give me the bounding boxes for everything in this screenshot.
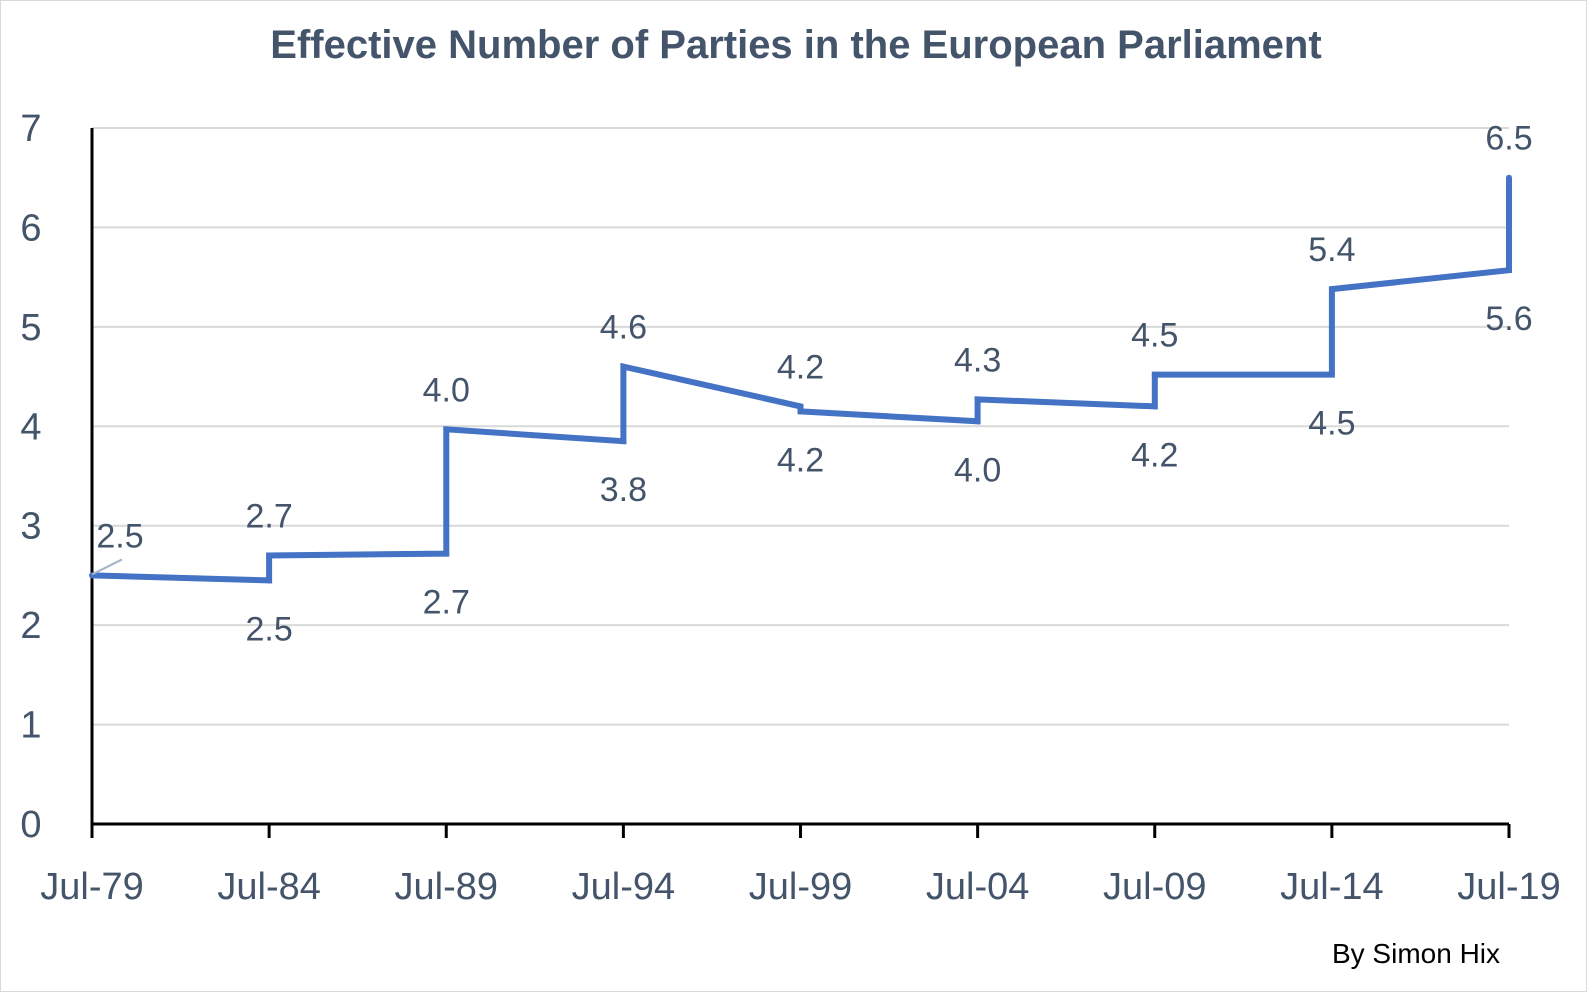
data-point [443,426,450,433]
y-tick-label: 3 [20,506,41,548]
data-label: 4.5 [1131,317,1178,355]
data-point [266,577,273,584]
y-tick-label: 0 [20,804,41,846]
data-label: 4.2 [1131,436,1178,474]
credit-text: By Simon Hix [1332,938,1500,969]
data-label: 2.5 [96,517,143,555]
data-label: 4.0 [954,451,1001,489]
axes [90,128,1511,838]
data-label: 4.5 [1308,405,1355,443]
data-label: 3.8 [600,471,647,509]
data-point [974,418,981,425]
x-tick-label: Jul-84 [217,866,321,908]
data-point [443,550,450,557]
data-label: 4.3 [954,341,1001,379]
data-point [1328,286,1335,293]
leader-line [91,558,123,576]
data-point [797,408,804,415]
data-label: 6.5 [1485,120,1532,158]
data-label: 5.4 [1308,231,1355,269]
data-point [797,403,804,410]
gridlines [92,127,1509,726]
data-label: 2.5 [245,610,292,648]
y-tick-label: 7 [20,108,41,150]
y-tick-label: 1 [20,705,41,747]
data-point [266,552,273,559]
y-tick-label: 6 [20,207,41,249]
data-point [1328,371,1335,378]
data-point [974,396,981,403]
x-tick-label: Jul-19 [1457,866,1561,908]
data-label: 4.6 [600,309,647,347]
x-tick-label: Jul-14 [1280,866,1384,908]
data-label: 2.7 [423,584,470,622]
y-tick-label: 2 [20,605,41,647]
y-axis-tick-labels: 0 1 2 3 4 5 6 7 [20,108,41,846]
data-label: 4.2 [777,441,824,479]
data-label: 2.7 [245,498,292,536]
data-labels: 2.5 2.7 2.5 4.0 2.7 4.6 3.8 4.2 4.2 4.3 4.0 4.5 4.2 5… [96,120,1532,649]
x-tick-label: Jul-04 [926,866,1030,908]
data-point [1506,267,1512,274]
x-tick-label: Jul-09 [1103,866,1207,908]
data-point [1506,174,1512,181]
data-point [620,363,627,370]
chart-title: Effective Number of Parties in the Europ… [270,23,1321,67]
y-tick-label: 5 [20,307,41,349]
data-point [1151,371,1158,378]
series [89,174,1512,584]
data-label: 4.0 [423,371,470,409]
y-tick-label: 4 [20,406,41,448]
x-tick-label: Jul-89 [395,866,499,908]
x-tick-label: Jul-99 [749,866,853,908]
x-tick-label: Jul-79 [40,866,144,908]
data-point [1151,403,1158,410]
x-tick-label: Jul-94 [572,866,676,908]
data-label: 5.6 [1485,300,1532,338]
x-axis-tick-labels: Jul-79 Jul-84 Jul-89 Jul-94 Jul-99 Jul-04 Jul-… [40,866,1561,908]
data-point [620,438,627,445]
data-label: 4.2 [777,348,824,386]
